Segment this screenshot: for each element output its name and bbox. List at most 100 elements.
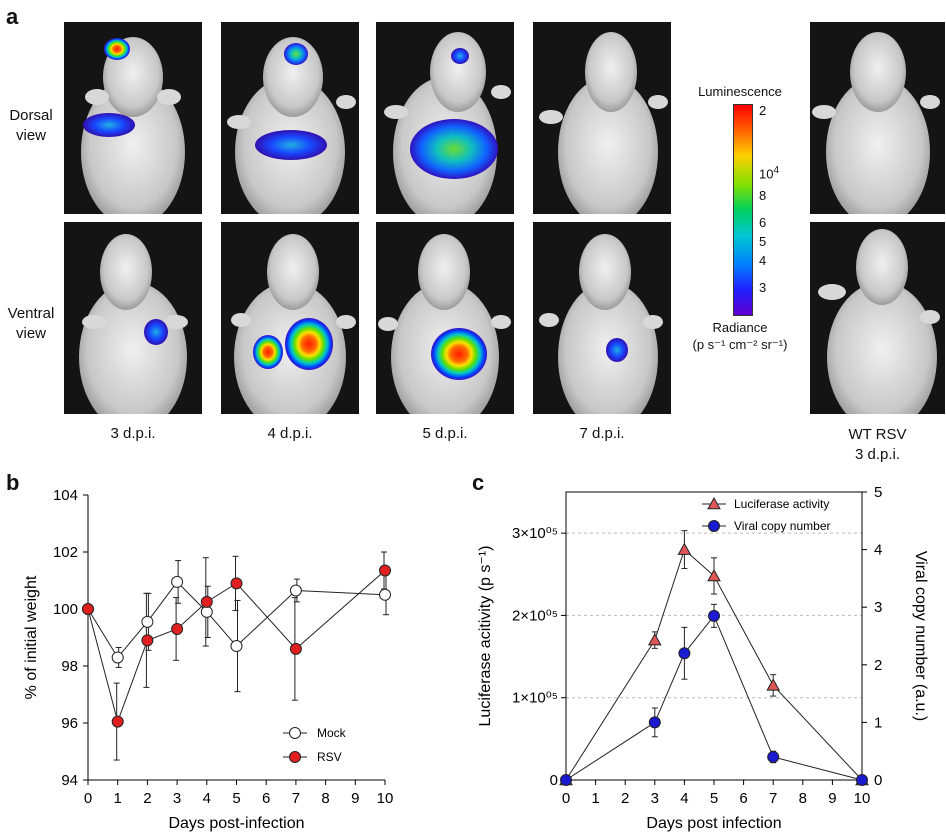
- legend-label-mock: Mock: [317, 726, 347, 740]
- panel-c-letter: c: [472, 470, 485, 495]
- plot-frame: [565, 491, 863, 781]
- legend-marker-viral: [708, 520, 720, 532]
- colorbar-top-value: 2: [759, 103, 767, 118]
- data-point-rsv: [111, 715, 124, 728]
- data-point-mock: [230, 640, 243, 653]
- x-tick-label: 4: [680, 790, 688, 807]
- mouse-image-ventral-3dpi-figure: [79, 234, 188, 414]
- mouse-image-dorsal-7dpi: [533, 22, 671, 214]
- left-tick-label: 3×10⁰⁵: [512, 525, 558, 542]
- left-tick-label: 2×10⁰⁵: [512, 607, 558, 624]
- data-point-rsv: [200, 595, 213, 608]
- data-point-viral: [678, 647, 691, 660]
- wt-rsv-label: WT RSV 3 d.p.i.: [848, 426, 907, 463]
- colorbar-exponent-sup: 4: [773, 165, 780, 176]
- data-point-rsv: [171, 622, 184, 635]
- chart-weight: 94 96 98 100 102 104 0 1 2 3 4 5 6 7 8 9 10 Days post-inf…: [23, 487, 394, 832]
- x-tick-label: 4: [203, 790, 211, 807]
- mouse-image-ventral-4dpi-figure: [231, 234, 356, 414]
- mouse-image-ventral-3dpi: [64, 222, 202, 414]
- day-label-5: 5 d.p.i.: [422, 425, 468, 442]
- data-point-rsv: [230, 577, 243, 590]
- x-tick-label: 9: [828, 790, 836, 807]
- day-label-3: 3 d.p.i.: [110, 425, 156, 442]
- colorbar-radiance-units: (p s⁻¹ cm⁻² sr⁻¹): [692, 337, 788, 352]
- left-tick-label: 0: [550, 772, 558, 789]
- mouse-image-ventral-wt: [810, 222, 945, 414]
- x-tick-label: 10: [377, 790, 394, 807]
- mouse-image-dorsal-3dpi: [64, 22, 202, 214]
- x-tick-label: 9: [351, 790, 359, 807]
- x-tick-label: 2: [621, 790, 629, 807]
- series-line-mock: [87, 581, 386, 659]
- series-line-luciferase: [565, 548, 863, 781]
- mouse-image-ventral-4dpi: [221, 222, 359, 414]
- x-tick-label: 1: [114, 790, 122, 807]
- y-tick-label: 96: [61, 715, 78, 732]
- x-tick-label: 7: [292, 790, 300, 807]
- left-tick-label: 1×10⁰⁵: [512, 690, 558, 707]
- right-tick-label: 2: [874, 657, 882, 674]
- data-point-viral: [767, 750, 780, 763]
- mouse-image-dorsal-wt-figure: [812, 32, 940, 214]
- mouse-image-ventral-7dpi-figure: [539, 234, 663, 414]
- x-tick-label: 3: [173, 790, 181, 807]
- legend-label-viral: Viral copy number: [734, 519, 831, 533]
- day-label-7: 7 d.p.i.: [579, 425, 625, 442]
- panel-b-letter: b: [6, 470, 20, 495]
- colorbar-tick-3: 3: [759, 280, 767, 295]
- colorbar-exponent-label: 104: [759, 165, 779, 181]
- dorsal-view-label: Dorsal view: [9, 107, 53, 144]
- legend-marker-luciferase: [707, 496, 721, 510]
- data-point-mock: [200, 605, 213, 618]
- mouse-image-dorsal-4dpi-figure: [227, 37, 356, 214]
- x-tick-label: 3: [651, 790, 659, 807]
- right-tick-label: 5: [874, 484, 882, 501]
- x-tick-label: 0: [84, 790, 92, 807]
- mouse-image-dorsal-3dpi-figure: [81, 37, 185, 214]
- colorbar-gradient: [733, 104, 753, 316]
- x-axis-label: Days post infection: [646, 815, 781, 832]
- x-tick-label: 0: [562, 790, 570, 807]
- legend-marker-mock: [289, 727, 301, 739]
- colorbar-tick-6: 6: [759, 215, 767, 230]
- mouse-image-dorsal-4dpi: [221, 22, 359, 214]
- data-point-mock: [141, 615, 154, 628]
- colorbar-tick-8: 8: [759, 188, 767, 203]
- x-tick-label: 6: [262, 790, 270, 807]
- data-point-mock: [379, 588, 391, 601]
- data-point-luciferase: [707, 568, 721, 582]
- right-axis-label: Viral copy number (a.u.): [912, 551, 929, 721]
- data-point-rsv: [379, 564, 391, 577]
- legend-label-rsv: RSV: [317, 750, 342, 764]
- mouse-image-dorsal-5dpi-figure: [384, 32, 511, 214]
- y-tick-label: 100: [53, 601, 78, 618]
- data-point-mock: [111, 651, 124, 664]
- data-point-rsv: [289, 642, 302, 655]
- data-point-luciferase: [677, 542, 692, 555]
- ventral-view-label: Ventral view: [7, 305, 55, 342]
- data-point-rsv: [82, 603, 94, 615]
- mouse-image-ventral-5dpi: [376, 222, 514, 414]
- mouse-image-ventral-5dpi-figure: [378, 234, 511, 414]
- data-point-viral: [560, 774, 572, 786]
- data-point-luciferase: [647, 633, 662, 646]
- y-axis-label: % of initial weight: [23, 575, 40, 699]
- x-axis-label: Days post-infection: [168, 815, 304, 832]
- x-tick-label: 10: [854, 790, 871, 807]
- series-line-viral: [565, 614, 863, 781]
- x-tick-label: 8: [321, 790, 329, 807]
- mouse-image-dorsal-7dpi-figure: [539, 32, 668, 214]
- x-tick-label: 1: [591, 790, 599, 807]
- right-tick-label: 4: [874, 542, 882, 559]
- x-tick-label: 5: [232, 790, 240, 807]
- mouse-image-dorsal-5dpi: [376, 22, 514, 214]
- legend-label-luciferase: Luciferase activity: [734, 497, 829, 511]
- x-tick-label: 7: [769, 790, 777, 807]
- right-tick-label: 3: [874, 599, 882, 616]
- right-tick-label: 0: [874, 772, 882, 789]
- right-tick-label: 1: [874, 714, 882, 731]
- data-point-viral: [708, 609, 720, 622]
- y-tick-label: 104: [53, 487, 78, 504]
- colorbar-tick-4: 4: [759, 253, 767, 268]
